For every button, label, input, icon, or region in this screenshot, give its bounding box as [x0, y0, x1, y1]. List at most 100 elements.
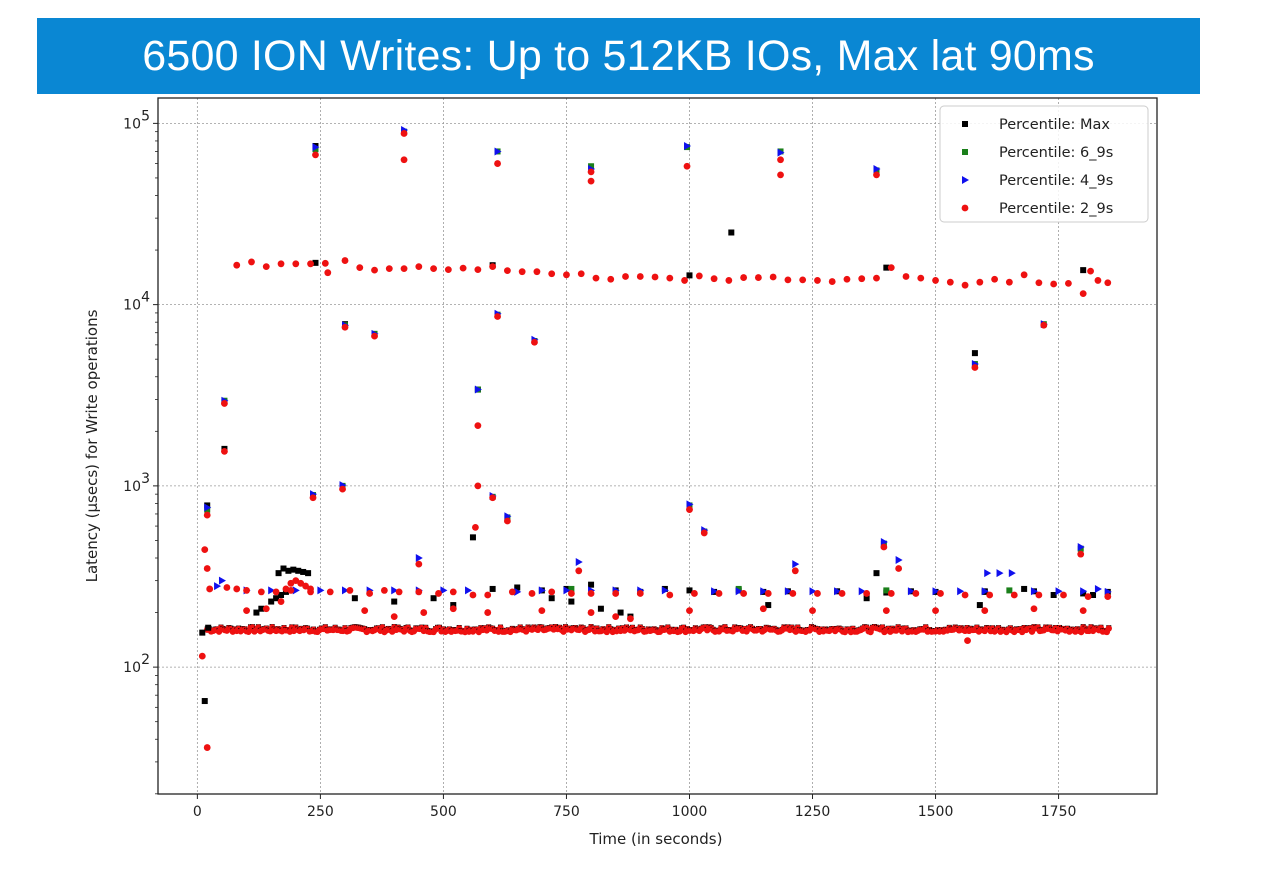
series-Max-point — [258, 605, 265, 612]
series-2_9s-point — [474, 482, 482, 490]
series-2_9s-point — [843, 275, 851, 283]
series-2_9s-point — [356, 264, 364, 272]
series-Max-point — [489, 585, 496, 592]
series-2_9s-point — [838, 590, 846, 597]
series-2_9s-point — [976, 278, 984, 286]
series-Max-point — [273, 595, 280, 602]
series-2_9s-point — [400, 156, 408, 164]
series-4_9s-point — [494, 147, 502, 156]
series-4_9s-point — [342, 586, 350, 595]
baseline-2-9s-point — [1105, 625, 1112, 632]
series-2_9s-point — [567, 590, 575, 597]
series-2_9s-point — [1077, 550, 1085, 558]
series-2_9s-point — [563, 271, 570, 279]
x-tick-label: 1500 — [918, 804, 954, 820]
series-2_9s-point — [474, 266, 482, 274]
series-2_9s-point — [1084, 593, 1092, 600]
series-2_9s-point — [607, 275, 615, 283]
series-2_9s-point — [971, 364, 979, 371]
series-Max-point — [351, 595, 358, 602]
series-2_9s-point — [221, 400, 228, 407]
series-2_9s-point — [932, 277, 939, 284]
series-2_9s-point — [528, 590, 536, 597]
series-2_9s-point — [346, 587, 354, 594]
series-2_9s-point — [863, 590, 871, 597]
series-2_9s-point — [201, 546, 209, 554]
series-2_9s-point — [814, 277, 821, 284]
series-2_9s-point — [858, 275, 866, 283]
series-2_9s-point — [1005, 278, 1013, 286]
x-tick-label: 750 — [553, 804, 580, 820]
series-2_9s-point — [371, 266, 378, 274]
series-2_9s-point — [243, 607, 250, 615]
series-2_9s-point — [587, 609, 595, 616]
series-2_9s-point — [415, 588, 423, 596]
series-2_9s-point — [1104, 279, 1112, 287]
series-6_9s-point — [883, 587, 890, 594]
series-Max-point — [514, 584, 521, 591]
series-4_9s-point — [1055, 587, 1063, 596]
series-Max-point — [863, 595, 870, 602]
series-2_9s-point — [777, 171, 784, 179]
x-tick-label: 250 — [307, 804, 334, 820]
series-Max-point — [268, 598, 275, 605]
series-Max-point — [1050, 591, 1057, 598]
series-2_9s-point — [912, 590, 920, 597]
series-2_9s-point — [531, 338, 538, 346]
series-6_9s-point — [1006, 587, 1013, 594]
series-4_9s-point — [981, 587, 989, 596]
series-2_9s-point — [1050, 280, 1058, 288]
legend-label-2_9s: Percentile: 2_9s — [999, 201, 1113, 217]
series-4_9s-point — [1008, 569, 1016, 578]
series-2_9s-point — [1079, 607, 1087, 615]
series-2_9s-point — [233, 585, 241, 593]
series-2_9s-point — [282, 585, 290, 593]
series-2_9s-point — [223, 584, 231, 591]
series-2_9s-point — [961, 281, 969, 289]
series-2_9s-point — [302, 582, 310, 590]
series-4_9s-point — [317, 586, 325, 595]
series-2_9s-point — [548, 270, 556, 278]
series-4_9s-point — [1094, 584, 1102, 593]
series-2_9s-point — [533, 268, 541, 276]
series-2_9s-point — [430, 265, 437, 273]
y-axis-label: Latency (μsecs) for Write operations — [83, 309, 101, 582]
series-2_9s-point — [548, 588, 556, 596]
series-6_9s-point — [735, 585, 742, 592]
series-4_9s-point — [792, 560, 800, 569]
series-2_9s-point — [1020, 271, 1028, 279]
series-4_9s-point — [268, 586, 276, 595]
x-tick-label: 1000 — [672, 804, 708, 820]
y-tick-exponent: 5 — [141, 108, 150, 124]
series-4_9s-point — [465, 586, 473, 595]
title-banner: 6500 ION Writes: Up to 512KB IOs, Max la… — [37, 18, 1200, 94]
series-2_9s-point — [799, 276, 807, 284]
legend-marker-Max — [962, 121, 968, 127]
series-Max-point — [568, 598, 575, 605]
series-4_9s-point — [292, 586, 300, 595]
series-4_9s-point — [957, 587, 965, 596]
series-2_9s-point — [385, 265, 393, 273]
series-2_9s-point — [390, 613, 398, 621]
series-2_9s-point — [243, 587, 250, 594]
y-tick-label: 10 — [123, 479, 141, 495]
series-4_9s-point — [858, 587, 866, 596]
series-4_9s-point — [538, 586, 546, 595]
series-2_9s-point — [233, 261, 241, 269]
series-4_9s-point — [218, 576, 226, 585]
series-2_9s-point — [784, 276, 792, 284]
series-2_9s-point — [587, 168, 595, 176]
legend-box — [939, 105, 1149, 223]
series-2_9s-point — [1094, 277, 1102, 284]
points-layer — [198, 125, 1112, 751]
legend-label-Max: Percentile: Max — [999, 117, 1110, 133]
series-2_9s-point — [1010, 591, 1018, 599]
series-2_9s-point — [789, 590, 797, 597]
series-2_9s-point — [666, 274, 674, 282]
legend-marker-2_9s — [961, 204, 969, 212]
series-Max-point — [278, 591, 285, 598]
series-4_9s-point — [777, 148, 785, 157]
series-4_9s-point — [415, 554, 423, 563]
legend-label-4_9s: Percentile: 4_9s — [999, 173, 1113, 189]
